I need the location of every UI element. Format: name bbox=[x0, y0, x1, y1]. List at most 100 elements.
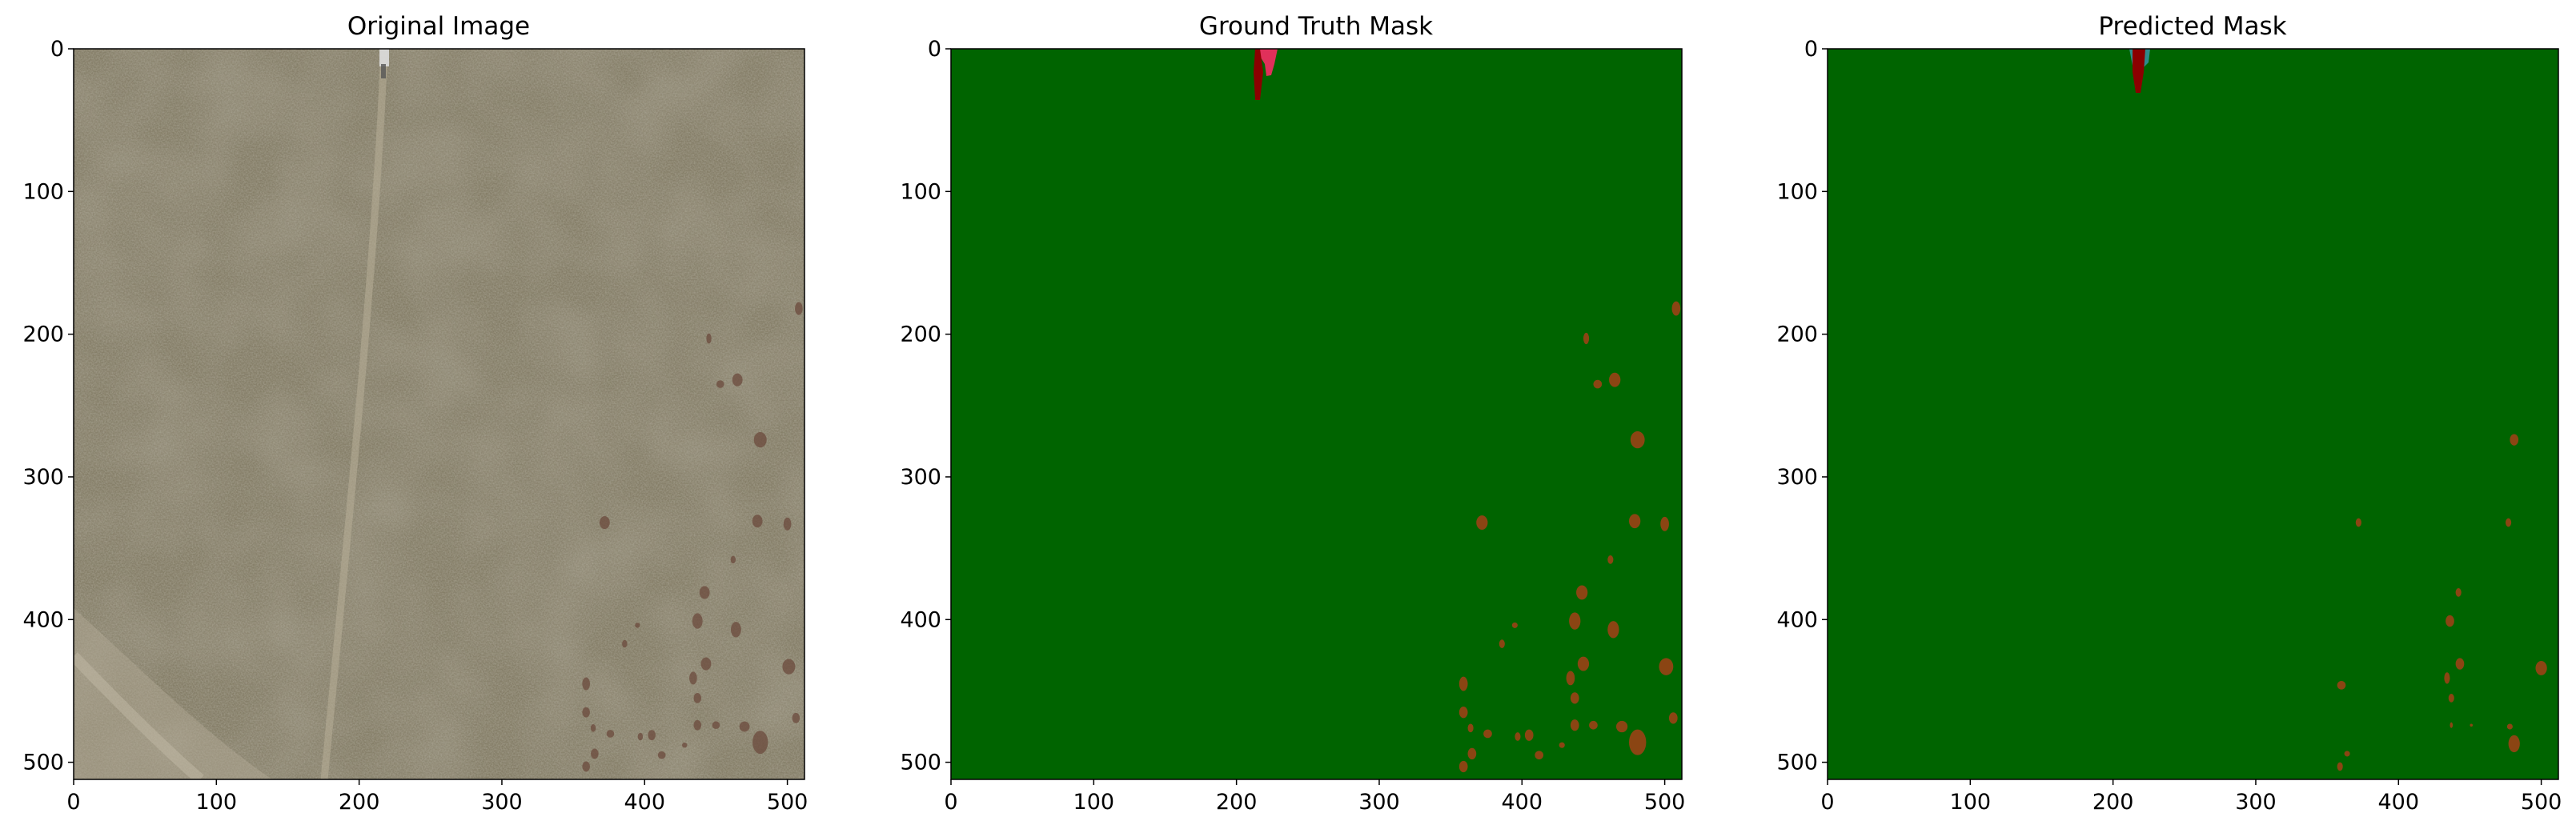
dark-spot bbox=[622, 639, 628, 648]
mask-blob bbox=[1615, 720, 1628, 733]
mask-blob bbox=[1483, 729, 1492, 739]
mask-blob bbox=[2444, 672, 2450, 684]
mask-blob bbox=[2508, 735, 2520, 753]
dark-spot bbox=[712, 721, 720, 730]
mask-blob bbox=[2506, 723, 2513, 730]
mask-blob bbox=[1630, 431, 1645, 449]
x-tick-label: 400 bbox=[1502, 790, 1543, 815]
y-tick-label: 0 bbox=[1804, 37, 1818, 62]
mask-blob bbox=[1467, 747, 1477, 760]
panel-predicted-mask: Predicted Mask 0 100 200 300 400 500010020030… bbox=[1776, 12, 2562, 815]
x-tick-label: 200 bbox=[1216, 790, 1258, 815]
dark-spot bbox=[591, 748, 599, 759]
mask-blobs bbox=[2337, 434, 2547, 771]
mask-blob bbox=[1668, 712, 1678, 724]
x-tick-label: 300 bbox=[481, 790, 523, 815]
mask-blob bbox=[1629, 514, 1641, 529]
mask-blob bbox=[1607, 555, 1614, 564]
dark-spot bbox=[606, 730, 615, 738]
y-tick-label: 500 bbox=[22, 751, 64, 775]
mask-blob bbox=[1660, 516, 1669, 531]
mask-blob bbox=[2506, 518, 2512, 527]
mask-blobs bbox=[1459, 301, 1681, 773]
mask-blob bbox=[1629, 729, 1647, 755]
x-tick-label: 100 bbox=[196, 790, 238, 815]
mask-blob bbox=[1499, 639, 1505, 648]
dark-spot bbox=[637, 732, 644, 741]
predicted-mask bbox=[1828, 49, 2558, 779]
x-tick-label: 400 bbox=[2378, 790, 2420, 815]
dark-spot bbox=[648, 730, 656, 741]
mask-darkred-object bbox=[2133, 49, 2145, 93]
x-tick-label: 0 bbox=[66, 790, 80, 815]
mask-blob bbox=[1459, 707, 1468, 719]
mask-blob bbox=[1609, 372, 1621, 387]
y-tick-label: 200 bbox=[22, 322, 64, 347]
y-tick-label: 400 bbox=[900, 607, 941, 632]
dark-spot bbox=[582, 761, 590, 772]
mask-blob bbox=[2337, 680, 2346, 690]
mask-blob bbox=[1459, 676, 1468, 691]
y-tick-label: 100 bbox=[22, 179, 64, 204]
dark-spot bbox=[753, 431, 767, 448]
x-tick-label: 300 bbox=[1358, 790, 1400, 815]
dark-spot bbox=[657, 751, 666, 759]
dark-spot bbox=[692, 613, 703, 629]
dark-spot bbox=[730, 555, 736, 564]
mask-blob bbox=[1569, 612, 1581, 630]
panel-title: Predicted Mask bbox=[2098, 12, 2286, 41]
dark-spot bbox=[635, 623, 640, 628]
y-tick-label: 100 bbox=[1776, 179, 1818, 204]
panel-original-image: Original Image 0 100 200 300 400 500010020030… bbox=[22, 12, 808, 815]
mask-blob bbox=[1659, 658, 1674, 675]
mask-blob bbox=[2535, 660, 2547, 675]
y-tick-label: 100 bbox=[900, 179, 941, 204]
dark-spot bbox=[730, 622, 741, 638]
y-tick-label: 400 bbox=[22, 607, 64, 632]
mask-blob bbox=[1671, 301, 1681, 316]
x-tick-label: 200 bbox=[339, 790, 380, 815]
mask-blob bbox=[2337, 762, 2343, 771]
x-tick-label: 0 bbox=[944, 790, 957, 815]
x-tick-label: 400 bbox=[624, 790, 666, 815]
mask-blob bbox=[2446, 615, 2454, 627]
mask-blob bbox=[1583, 332, 1590, 345]
mask-blob bbox=[1515, 732, 1521, 741]
mask-blob bbox=[1570, 692, 1579, 704]
y-tick-label: 200 bbox=[900, 322, 941, 347]
ground-truth-mask bbox=[951, 49, 1682, 779]
dark-spot bbox=[693, 692, 702, 703]
dark-spot bbox=[693, 719, 702, 731]
dark-spot bbox=[783, 517, 792, 531]
mask-blob bbox=[1607, 621, 1619, 639]
y-tick-label: 300 bbox=[900, 465, 941, 490]
y-tick-label: 0 bbox=[928, 37, 941, 62]
mask-blob bbox=[1577, 656, 1590, 671]
dark-spot bbox=[590, 723, 596, 732]
x-tick-label: 500 bbox=[767, 790, 809, 815]
mask-blob bbox=[2450, 722, 2454, 728]
dark-spots bbox=[582, 302, 803, 772]
dark-spot bbox=[732, 373, 743, 386]
mask-blob bbox=[1559, 742, 1565, 748]
dark-spot bbox=[689, 671, 697, 685]
x-tick-label: 500 bbox=[2521, 790, 2562, 815]
aerial-photo bbox=[74, 49, 804, 779]
mask-blob bbox=[1476, 515, 1488, 530]
y-tick-label: 300 bbox=[1776, 465, 1818, 490]
x-tick-label: 0 bbox=[1820, 790, 1834, 815]
mask-blob bbox=[1535, 751, 1544, 760]
y-tick-label: 500 bbox=[1776, 751, 1818, 775]
mask-blob bbox=[1593, 379, 1603, 389]
dark-spot bbox=[699, 586, 710, 599]
mask-blob bbox=[1467, 723, 1474, 733]
dark-spot bbox=[739, 721, 750, 732]
mask-blob bbox=[2455, 588, 2462, 597]
y-tick-label: 0 bbox=[50, 37, 64, 62]
x-tick-label: 200 bbox=[2092, 790, 2134, 815]
x-tick-label: 500 bbox=[1644, 790, 1686, 815]
